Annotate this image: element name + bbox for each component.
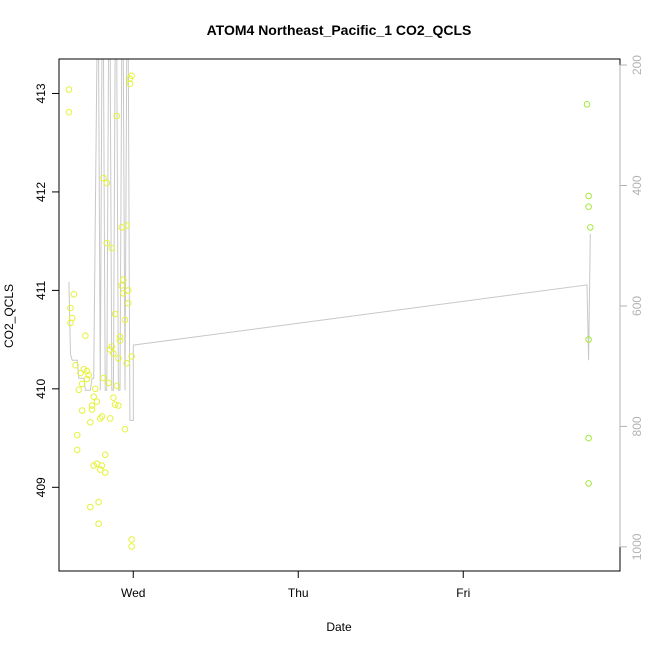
data-point xyxy=(108,244,116,252)
data-point xyxy=(105,379,112,387)
data-point xyxy=(111,401,119,408)
data-point xyxy=(128,353,135,360)
data-point xyxy=(83,375,91,383)
x-tick-label: Wed xyxy=(121,586,145,600)
data-point xyxy=(98,462,106,469)
y-tick-label: 411 xyxy=(34,280,48,299)
data-point xyxy=(120,290,127,297)
data-point xyxy=(82,332,89,340)
data-point xyxy=(75,386,83,394)
data-point xyxy=(100,374,107,382)
data-point xyxy=(97,415,104,422)
data-point xyxy=(587,224,594,231)
data-point xyxy=(73,431,81,439)
data-point xyxy=(108,343,116,350)
data-point xyxy=(98,413,106,420)
data-point xyxy=(110,394,117,402)
data-point xyxy=(78,380,86,388)
data-point xyxy=(65,108,73,116)
data-point xyxy=(128,72,135,79)
data-point xyxy=(92,385,99,393)
data-point xyxy=(78,407,86,414)
plot-frame xyxy=(58,58,621,572)
data-point xyxy=(110,350,117,357)
data-point xyxy=(583,101,591,108)
altitude-line xyxy=(68,59,591,421)
y-tick-label: 410 xyxy=(34,379,48,399)
x-tick-label: Thu xyxy=(288,586,309,600)
data-point xyxy=(88,406,96,413)
data-point xyxy=(67,304,74,312)
data-point xyxy=(585,203,592,210)
data-point xyxy=(87,419,94,426)
data-point xyxy=(103,179,111,187)
y-tick-label: 409 xyxy=(34,477,48,497)
data-point xyxy=(65,86,73,93)
data-point xyxy=(123,222,130,229)
data-point xyxy=(100,174,107,182)
y-axis-label: CO2_QCLS xyxy=(2,284,16,348)
data-point xyxy=(95,520,102,528)
chart-title: ATOM4 Northeast_Pacific_1 CO2_QCLS xyxy=(207,22,472,38)
data-point xyxy=(68,314,76,322)
right-tick-label: 800 xyxy=(630,416,644,436)
data-point xyxy=(115,355,122,362)
x-tick-label: Fri xyxy=(456,586,470,600)
x-axis-label: Date xyxy=(326,620,352,634)
data-point xyxy=(88,402,96,409)
right-tick-label: 600 xyxy=(630,296,644,316)
right-tick-label: 400 xyxy=(630,175,644,195)
data-point xyxy=(90,462,97,469)
data-point xyxy=(116,333,124,341)
right-tick-label: 1000 xyxy=(630,533,644,560)
data-point xyxy=(87,503,94,511)
data-point xyxy=(80,365,88,373)
data-point xyxy=(85,371,92,379)
data-point xyxy=(70,291,78,298)
data-point xyxy=(585,336,592,343)
data-point xyxy=(125,287,132,294)
data-point xyxy=(97,466,104,473)
plot-area xyxy=(65,59,594,550)
data-point xyxy=(101,451,109,459)
data-point xyxy=(106,415,114,422)
data-point xyxy=(113,382,121,390)
data-point xyxy=(585,434,592,442)
data-point xyxy=(123,359,130,367)
data-point xyxy=(93,398,101,405)
data-point xyxy=(113,112,121,120)
data-point xyxy=(95,498,102,506)
y-tick-label: 413 xyxy=(34,83,48,103)
y-tick-label: 412 xyxy=(34,182,48,202)
data-point xyxy=(128,543,135,550)
data-point xyxy=(585,480,592,487)
data-point xyxy=(121,425,129,433)
data-point xyxy=(126,80,134,87)
data-point xyxy=(125,299,132,307)
data-point xyxy=(77,369,84,377)
data-point xyxy=(116,337,124,344)
data-point xyxy=(101,469,109,476)
data-point xyxy=(73,446,81,454)
data-point xyxy=(115,402,122,409)
data-point xyxy=(585,192,592,200)
data-point xyxy=(121,316,129,324)
data-point xyxy=(83,367,91,375)
data-point xyxy=(90,393,97,401)
axes: 409 410 411 412 413 200 400 600 800 1000 Wed Thu Fri xyxy=(34,55,644,600)
data-point xyxy=(111,310,119,318)
data-point xyxy=(118,282,125,289)
right-tick-label: 200 xyxy=(630,55,644,75)
data-point xyxy=(120,276,127,283)
data-point xyxy=(72,361,79,369)
data-point xyxy=(128,536,135,543)
data-point xyxy=(103,239,111,247)
